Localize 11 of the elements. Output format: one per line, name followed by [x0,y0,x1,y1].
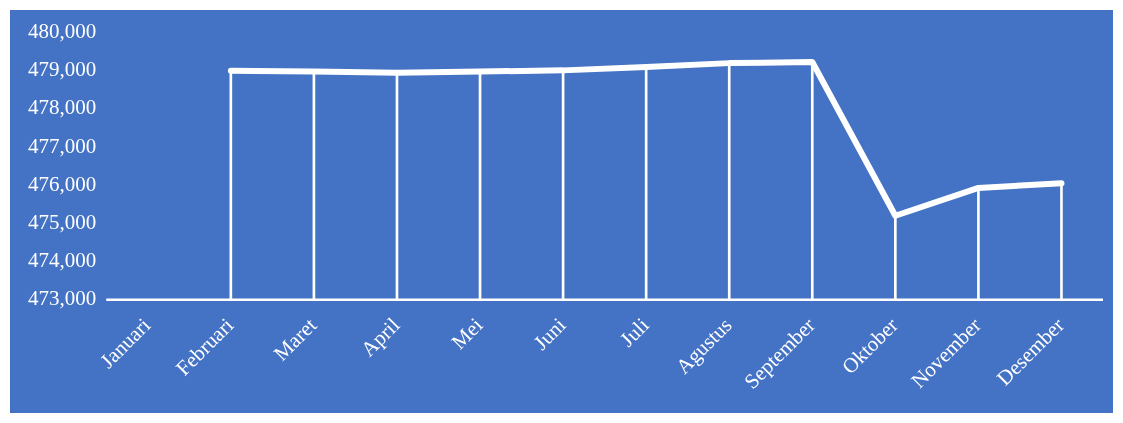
y-tick-label: 476,000 [28,171,97,196]
x-tick-label: Juni [528,312,571,355]
y-tick-label: 477,000 [28,133,97,158]
y-tick-label: 474,000 [28,248,97,273]
y-tick-label: 475,000 [28,209,97,234]
y-tick-label: 479,000 [28,57,97,82]
x-tick-label: Mei [446,312,488,354]
x-tick-label: Juli [615,312,654,352]
y-tick-label: 480,000 [28,19,97,44]
y-tick-label: 478,000 [28,95,97,120]
y-tick-label: 473,000 [28,286,97,311]
